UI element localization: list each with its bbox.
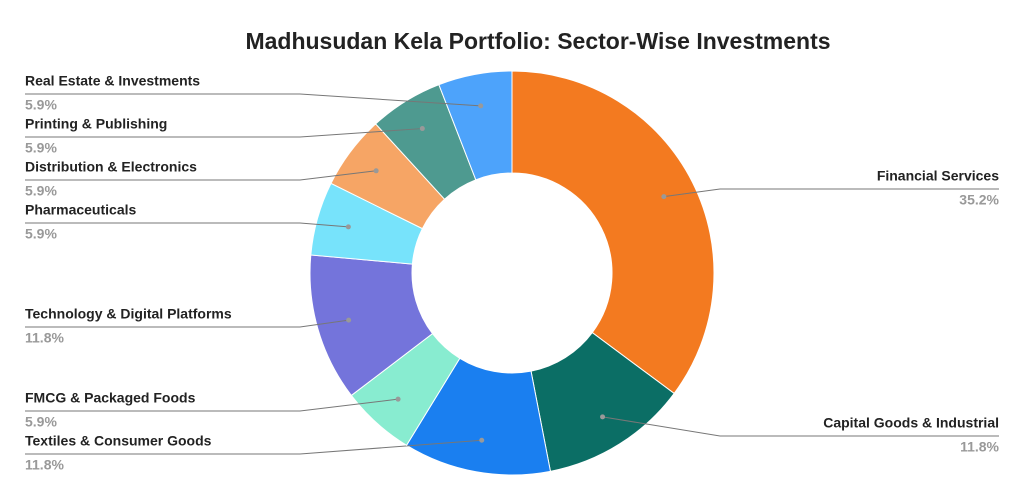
slice-value-label: 11.8% <box>25 330 64 346</box>
leader-dot <box>478 103 484 109</box>
slice-label: Real Estate & Investments <box>25 73 200 89</box>
slice-value-label: 11.8% <box>960 439 999 455</box>
leader-dot <box>346 317 352 323</box>
slice-value-label: 11.8% <box>25 457 64 473</box>
slice-label: Technology & Digital Platforms <box>25 306 232 322</box>
slice-label: Pharmaceuticals <box>25 202 136 218</box>
slice <box>511 70 715 395</box>
leader-dot <box>345 224 351 230</box>
leader-line <box>25 398 399 412</box>
slice-label: Distribution & Electronics <box>25 159 197 175</box>
leader-line <box>25 93 481 107</box>
slice <box>438 70 513 181</box>
slice-label: Textiles & Consumer Goods <box>25 433 212 449</box>
slice-label: FMCG & Packaged Foods <box>25 390 196 406</box>
leader-dot <box>419 126 425 132</box>
leader-dot <box>600 414 606 420</box>
leader-line <box>25 439 482 455</box>
leader-line <box>25 319 349 328</box>
leader-line <box>25 222 349 228</box>
leader-line <box>25 170 377 181</box>
leader-line <box>602 416 999 437</box>
slice-value-label: 5.9% <box>25 97 57 113</box>
chart-title: Madhusudan Kela Portfolio: Sector-Wise I… <box>245 28 830 54</box>
leader-line <box>25 128 423 138</box>
leader-line <box>663 188 999 198</box>
slice-label: Capital Goods & Industrial <box>823 415 999 431</box>
slice-value-label: 5.9% <box>25 414 57 430</box>
leader-dot <box>661 194 667 200</box>
slice-value-label: 5.9% <box>25 226 57 242</box>
leader-dot <box>395 396 401 402</box>
slice-label: Financial Services <box>877 168 999 184</box>
slice-value-label: 35.2% <box>959 192 999 208</box>
leader-dot <box>479 437 485 443</box>
leader-dot <box>373 168 379 174</box>
slice-label: Printing & Publishing <box>25 116 167 132</box>
slice-value-label: 5.9% <box>25 183 57 199</box>
slice-value-label: 5.9% <box>25 140 57 156</box>
